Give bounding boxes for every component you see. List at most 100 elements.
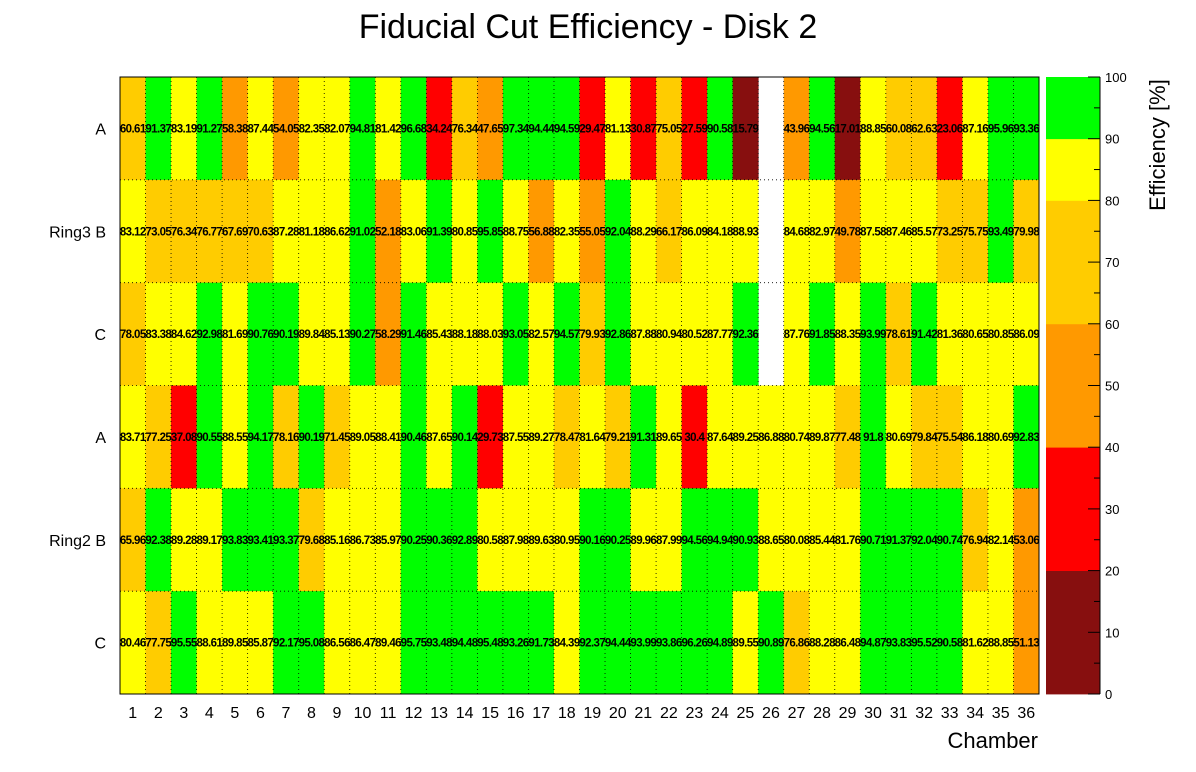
palette-tick-label: 100 [1105, 70, 1127, 85]
cell-value-label: 34.24 [426, 123, 453, 135]
cell-value-label: 88.29 [630, 226, 656, 238]
cell-value-label: 92.98 [196, 329, 223, 341]
x-tick-label: 19 [583, 705, 601, 722]
heatmap-cell [1013, 77, 1040, 181]
heatmap-cell [553, 488, 580, 592]
heatmap-cell [987, 488, 1014, 592]
cell-value-label: 93.41 [248, 535, 275, 547]
heatmap-cell [962, 591, 989, 695]
heatmap-cell [502, 282, 529, 386]
heatmap-cell [375, 385, 402, 489]
x-axis-ticks: 1 2 3 4 5 6 7 8 9 10 11 12 13 14 15 16 17 18 19 20 21 22 23 24 2… [128, 705, 1035, 722]
cell-value-label: 54.05 [273, 123, 300, 135]
cell-value-label: 90.14 [452, 432, 479, 444]
cell-value-label: 79.98 [1013, 226, 1040, 238]
cell-value-label: 95.48 [477, 638, 504, 650]
palette-tick-label: 50 [1105, 379, 1119, 394]
x-tick-label: 1 [128, 705, 137, 722]
heatmap-cell [528, 591, 555, 695]
cell-value-label: 82.97 [809, 226, 835, 238]
x-tick-label: 22 [660, 705, 678, 722]
cell-value-label: 17.01 [835, 123, 862, 135]
heatmap-cell [349, 385, 376, 489]
cell-value-label: 76.34 [171, 226, 198, 238]
cell-value-label: 90.58 [937, 638, 964, 650]
cell-value-label: 15.79 [733, 123, 759, 135]
cell-value-label: 92.37 [579, 638, 605, 650]
heatmap-cell [324, 488, 351, 592]
heatmap-cell [528, 77, 555, 181]
heatmap-cell [732, 179, 759, 284]
cell-value-label: 90.93 [733, 535, 759, 547]
heatmap-cell [936, 488, 963, 592]
heatmap-cell [222, 385, 249, 489]
cell-value-label: 81.64 [579, 432, 606, 444]
cell-value-label: 58.38 [222, 123, 249, 135]
cell-value-label: 87.99 [656, 535, 682, 547]
cell-value-label: 91.31 [630, 432, 657, 444]
palette-tick-label: 20 [1105, 564, 1119, 579]
cell-value-label: 71.45 [324, 432, 351, 444]
cell-value-label: 60.61 [120, 123, 147, 135]
cell-value-label: 81.42 [375, 123, 401, 135]
cell-value-label: 94.48 [452, 638, 479, 650]
cell-value-label: 90.89 [758, 638, 784, 650]
cell-value-label: 93.48 [426, 638, 453, 650]
heatmap-cell [502, 179, 529, 284]
heatmap-cell [1013, 179, 1040, 284]
heatmap-cell [605, 385, 631, 489]
cell-value-label: 81.69 [222, 329, 248, 341]
heatmap-cell [834, 179, 861, 284]
x-tick-label: 33 [941, 705, 959, 722]
cell-value-label: 60.08 [886, 123, 913, 135]
cell-value-label: 96.68 [401, 123, 428, 135]
x-tick-label: 9 [333, 705, 342, 722]
heatmap-cell [196, 179, 223, 284]
cell-value-label: 93.26 [503, 638, 529, 650]
cell-value-label: 90.46 [401, 432, 427, 444]
cell-value-label: 89.84 [299, 329, 326, 341]
heatmap-cell [196, 77, 223, 181]
heatmap-cell [783, 385, 810, 489]
heatmap-cell [987, 282, 1014, 386]
heatmap-cell [375, 591, 402, 695]
cell-value-label: 95.96 [988, 123, 1014, 135]
cell-value-label: 92.38 [145, 535, 172, 547]
cell-value-label: 93.05 [503, 329, 530, 341]
cell-value-label: 91.46 [401, 329, 427, 341]
cell-value-label: 93.86 [656, 638, 682, 650]
heatmap-cell [426, 591, 453, 695]
heatmap-cell [834, 488, 861, 592]
heatmap-cell [426, 488, 453, 592]
x-tick-label: 34 [966, 705, 984, 722]
x-tick-label: 23 [685, 705, 703, 722]
cell-value-label: 88.85 [860, 123, 887, 135]
cell-value-label: 29.73 [477, 432, 503, 444]
heatmap-cells [120, 77, 1040, 695]
y-tick-label: A [95, 430, 106, 447]
heatmap-cell [145, 591, 172, 695]
heatmap-cell [273, 591, 300, 695]
heatmap-cell [758, 488, 785, 592]
x-tick-label: 27 [788, 705, 806, 722]
x-tick-label: 7 [281, 705, 290, 722]
x-tick-label: 28 [813, 705, 831, 722]
heatmap-cell [375, 77, 402, 181]
heatmap-cell [120, 282, 146, 386]
x-tick-label: 29 [839, 705, 857, 722]
heatmap-cell [656, 77, 683, 181]
palette-tick-label: 40 [1105, 440, 1119, 455]
cell-value-label: 92.04 [605, 226, 632, 238]
heatmap-cell [732, 282, 759, 386]
heatmap-cell [451, 282, 478, 386]
heatmap-cell [247, 591, 274, 695]
heatmap-cell [145, 385, 172, 489]
heatmap-cell [145, 77, 172, 181]
heatmap-cell [375, 488, 402, 592]
plot-frame [119, 76, 1040, 695]
cell-value-label: 89.05 [350, 432, 377, 444]
cell-value-label: 87.77 [707, 329, 733, 341]
heatmap-cell [120, 179, 146, 284]
heatmap-cell [247, 77, 274, 181]
